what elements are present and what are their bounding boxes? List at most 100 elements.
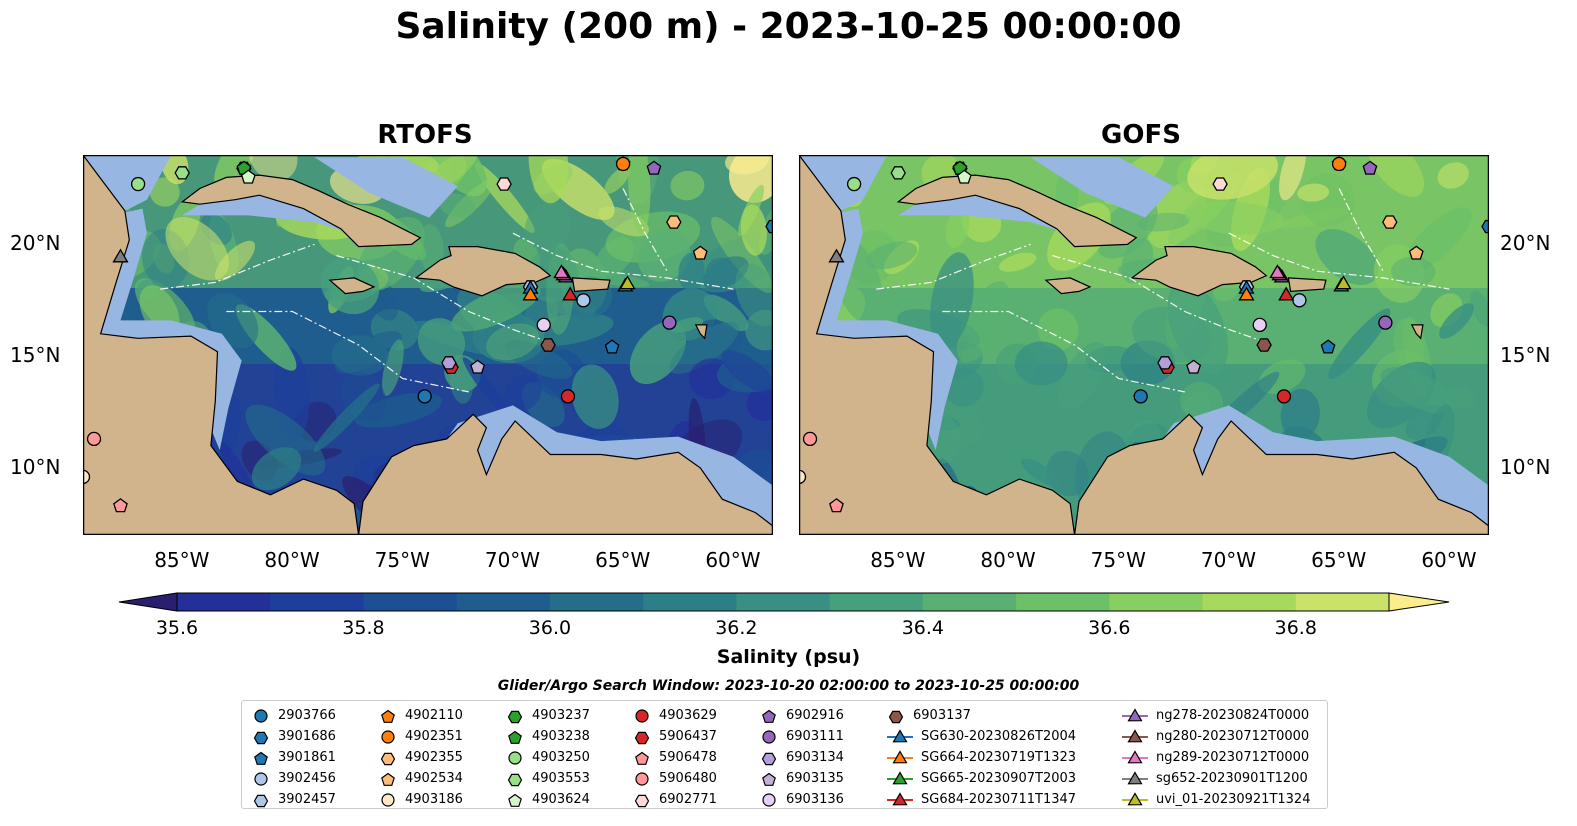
legend-marker-circle-icon	[635, 708, 649, 723]
colorbar-extend-low	[118, 592, 178, 612]
legend-label: SG630-20230826T2004	[921, 729, 1077, 744]
colorbar-tick-label: 36.2	[715, 617, 758, 639]
legend-label: 6903134	[786, 750, 844, 765]
marker-3901861	[1320, 339, 1336, 354]
legend-symbol	[381, 772, 395, 786]
legend-label: 4902534	[405, 771, 463, 786]
legend-marker-triangle-icon	[1122, 770, 1148, 784]
legend-item: 3901861	[252, 747, 336, 768]
land-jamaica	[328, 277, 376, 295]
legend-title: Glider/Argo Search Window: 2023-10-20 02…	[497, 678, 1080, 694]
legend-label: 4903238	[532, 729, 590, 744]
salinity-eddy	[451, 283, 541, 332]
x-tick-label: 70°W	[1200, 548, 1257, 572]
legend-label: 3901861	[278, 750, 336, 765]
shelf-region	[1162, 405, 1489, 527]
map-frame	[82, 154, 774, 536]
legend-marker-pentagon-icon	[762, 709, 776, 723]
legend-column: 6903137 SG630-20230826T2004 SG664-20230719…	[887, 705, 1076, 810]
legend-marker-circle-icon	[381, 729, 395, 744]
legend-symbol	[381, 729, 395, 744]
land-lesser-antilles	[694, 324, 708, 340]
legend-symbol	[508, 730, 522, 744]
legend-label: 5906437	[659, 729, 717, 744]
legend-column: 4903629 5906437 5906478 5906480 6902771	[633, 705, 717, 810]
legend-marker-circle-icon	[254, 708, 268, 723]
legend-column: 2903766 3901686 3901861 3902456 3902457	[252, 705, 336, 810]
marker-ng289-20230712T0000	[1269, 264, 1286, 279]
salinity-eddy	[546, 243, 575, 335]
legend-symbol	[1127, 770, 1143, 784]
eez-boundary	[226, 310, 469, 393]
salinity-eddy	[705, 257, 735, 287]
legend-symbol	[508, 793, 522, 807]
colorbar-segment	[270, 593, 364, 611]
marker-4902355	[666, 215, 682, 229]
legend-item: uvi_01-20230921T1324	[1122, 789, 1310, 810]
marker-5906480	[86, 431, 102, 447]
salinity-eddy	[418, 224, 444, 273]
legend-symbol	[762, 772, 776, 786]
legend-marker-pentagon-icon	[508, 793, 522, 807]
marker-6903137	[1256, 338, 1272, 352]
eez-boundary	[942, 310, 1185, 393]
legend-marker-hexagon-icon	[634, 794, 650, 807]
legend-label: 6903136	[786, 792, 844, 807]
legend-item: 6903135	[760, 768, 844, 789]
colorbar-tick-label: 35.6	[155, 617, 199, 639]
land-lesser-antilles	[1410, 324, 1424, 340]
legend-label: sg652-20230901T1200	[1156, 771, 1308, 786]
marker-3902456	[1292, 293, 1307, 308]
legend-item: 4902110	[379, 705, 463, 726]
colorbar-segment	[363, 593, 458, 611]
salinity-eddy	[1315, 229, 1379, 285]
salinity-eddy	[721, 350, 777, 395]
x-tick-label: 65°W	[1311, 548, 1367, 572]
land-central-america	[798, 153, 1076, 536]
marker-6903135	[1186, 359, 1202, 374]
salinity-eddy	[245, 404, 326, 476]
legend-item: 4903238	[506, 726, 590, 747]
legend-symbol	[507, 773, 523, 786]
legend-symbol	[1127, 791, 1143, 805]
colorbar-tick-label: 36.8	[1274, 617, 1317, 639]
colorbar-tick-label: 36.6	[1088, 617, 1131, 639]
legend-marker-triangle-icon	[1122, 707, 1148, 721]
panel-title-rtofs: RTOFS	[377, 120, 473, 150]
legend-item: 2903766	[252, 705, 336, 726]
salinity-eddy	[957, 281, 1010, 363]
eez-boundary	[512, 232, 734, 290]
legend-item: 6903137	[887, 705, 1076, 726]
marker-5906480	[802, 431, 818, 447]
legend: 2903766 3901686 3901861 3902456 3902457 49021…	[241, 700, 1328, 809]
marker-ng289-20230712T0000	[553, 264, 570, 279]
legend-label: 6902771	[659, 792, 717, 807]
marker-4903553	[890, 166, 906, 180]
marker-uvi_01-20230921T1324	[619, 275, 636, 290]
eez-boundary	[336, 255, 558, 346]
legend-label: 5906480	[659, 771, 717, 786]
salinity-eddy	[711, 216, 773, 294]
legend-label: 3902456	[278, 771, 336, 786]
chart-title: Salinity (200 m) - 2023-10-25 00:00:00	[395, 6, 1182, 47]
legend-column: 4902110 4902351 4902355 4902534 4903186	[379, 705, 463, 810]
x-tick-label: 80°W	[264, 548, 320, 572]
legend-marker-hexagon-icon	[507, 773, 523, 786]
colorbar-tick-label: 36.0	[528, 617, 572, 639]
legend-label: 6903111	[786, 729, 844, 744]
marker-6902771	[1212, 177, 1228, 191]
eez-boundary	[1228, 232, 1450, 290]
marker-6903136	[536, 317, 551, 333]
shelf-region	[182, 195, 359, 236]
legend-symbol	[635, 751, 649, 765]
y-tick-label: 20°N	[1500, 231, 1551, 256]
marker-4903553	[174, 166, 190, 180]
marker-4902534	[1408, 245, 1424, 260]
salinity-eddy	[728, 146, 782, 203]
legend-column: 6902916 6903111 6903134 6903135 6903136	[760, 705, 844, 810]
rtofs-map-plot	[60, 114, 794, 563]
legend-item: 4902534	[379, 768, 463, 789]
x-tick-label: 75°W	[1090, 548, 1146, 572]
legend-item: SG630-20230826T2004	[887, 726, 1076, 747]
salinity-eddy	[740, 204, 767, 256]
